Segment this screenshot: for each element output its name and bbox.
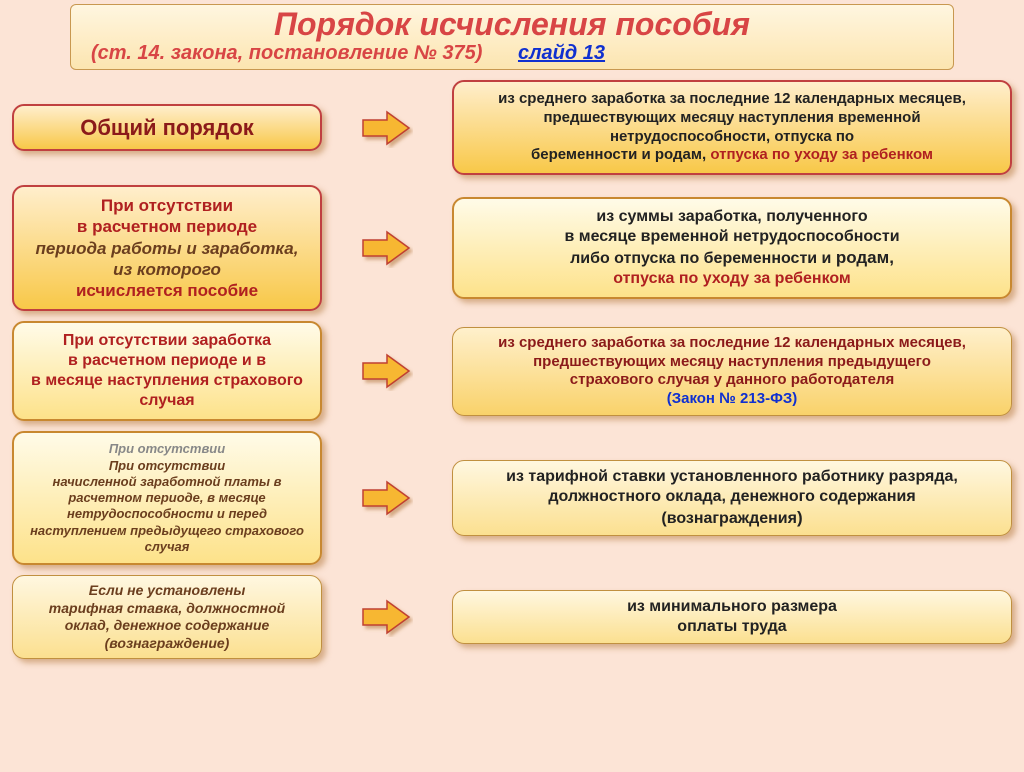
text-line: из среднего заработка за последние 12 ка… <box>464 90 1000 146</box>
flow-row: При отсутствии заработкав расчетном пери… <box>12 321 1012 421</box>
flow-row: При отсутствиив расчетном периодепериода… <box>12 185 1012 311</box>
condition-box: Общий порядок <box>12 104 322 152</box>
arrow-icon <box>357 478 417 518</box>
condition-box: При отсутствииПри отсутствииначисленной … <box>12 431 322 565</box>
result-box: из среднего заработка за последние 12 ка… <box>452 80 1012 175</box>
flow-row: Общий порядок из среднего заработка за п… <box>12 80 1012 175</box>
condition-box: Если не установленытарифная ставка, долж… <box>12 575 322 659</box>
result-box: из минимального размераоплаты труда <box>452 590 1012 644</box>
text-line: отпуска по уходу за ребенком <box>466 269 998 289</box>
text-line: При отсутствии <box>26 458 308 474</box>
text-line: из минимального размера <box>465 597 999 617</box>
text-line: в месяце наступления страхового случая <box>26 371 308 411</box>
text-line: из среднего заработка за последние 12 ка… <box>465 334 999 372</box>
text-segment: страхового случая у данного работодателя <box>570 371 894 388</box>
text-line: тарифная ставка, должностной оклад, дене… <box>25 600 309 653</box>
header-subtitle: (ст. 14. закона, постановление № 375) сл… <box>91 42 933 65</box>
text-line: из тарифной ставки установленного работн… <box>465 467 999 507</box>
condition-box: При отсутствии заработкав расчетном пери… <box>12 321 322 421</box>
header: Порядок исчисления пособия (ст. 14. зако… <box>70 4 954 70</box>
condition-box: При отсутствиив расчетном периодепериода… <box>12 185 322 311</box>
arrow-icon <box>357 108 417 148</box>
text-line: либо отпуска по беременности и родам, <box>466 247 998 269</box>
text-line: оплаты труда <box>465 617 999 637</box>
header-title: Порядок исчисления пособия <box>91 7 933 42</box>
flowchart-body: Общий порядок из среднего заработка за п… <box>0 80 1024 659</box>
text-line: страхового случая у данного работодателя <box>465 371 999 390</box>
text-line: из суммы заработка, полученного <box>466 207 998 227</box>
text-line: (вознаграждения) <box>465 507 999 529</box>
text-line: Общий порядок <box>24 114 310 142</box>
text-line: При отсутствии заработка <box>26 331 308 351</box>
text-line: в расчетном периоде и в <box>26 351 308 371</box>
result-box: из суммы заработка, полученногов месяце … <box>452 197 1012 299</box>
text-segment: беременности и родам, <box>531 146 710 163</box>
result-box: из тарифной ставки установленного работн… <box>452 460 1012 536</box>
text-line: Если не установлены <box>25 582 309 600</box>
text-segment: ) <box>797 508 803 527</box>
text-line: (Закон № 213-ФЗ) <box>465 390 999 409</box>
text-line: в расчетном периоде <box>24 216 310 237</box>
arrow-icon <box>357 351 417 391</box>
text-line: в месяце временной нетрудоспособности <box>466 227 998 247</box>
text-line: из которого <box>24 259 310 280</box>
text-segment: (вознаграждения <box>661 510 797 527</box>
text-segment: родам, <box>836 248 894 267</box>
text-line: При отсутствии <box>24 195 310 216</box>
flow-row: Если не установленытарифная ставка, долж… <box>12 575 1012 659</box>
text-segment: либо отпуска по беременности и <box>570 250 836 267</box>
text-segment: отпуска по уходу за ребенком <box>710 146 933 163</box>
header-slide-link[interactable]: слайд 13 <box>518 42 605 64</box>
text-line: периода работы и заработка, <box>24 238 310 259</box>
arrow-icon <box>357 597 417 637</box>
flow-row: При отсутствииПри отсутствииначисленной … <box>12 431 1012 565</box>
text-line: исчисляется пособие <box>24 280 310 301</box>
result-box: из среднего заработка за последние 12 ка… <box>452 327 1012 416</box>
text-line: При отсутствии <box>26 441 308 457</box>
text-line: начисленной заработной платы в расчетном… <box>26 474 308 555</box>
header-subtitle-law: (ст. 14. закона, постановление № 375) <box>91 42 482 64</box>
arrow-icon <box>357 228 417 268</box>
text-line: беременности и родам, отпуска по уходу з… <box>464 146 1000 165</box>
